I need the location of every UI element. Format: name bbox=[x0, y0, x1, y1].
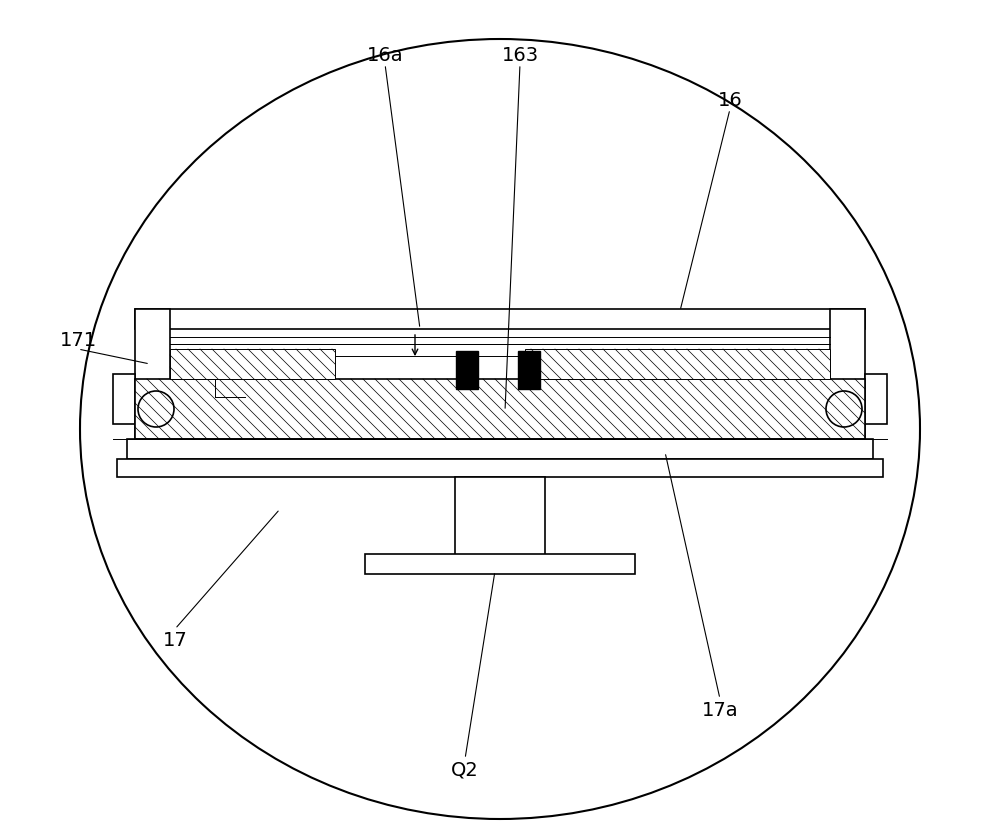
Bar bbox=[518, 352, 540, 390]
Text: 16a: 16a bbox=[367, 45, 403, 64]
Bar bbox=[113, 375, 135, 425]
Bar bbox=[127, 440, 873, 460]
Text: 171: 171 bbox=[59, 330, 97, 349]
Text: Q2: Q2 bbox=[451, 760, 479, 778]
Bar bbox=[365, 554, 635, 574]
Text: 16: 16 bbox=[718, 90, 742, 110]
Bar bbox=[135, 309, 865, 329]
Bar bbox=[135, 380, 865, 440]
Bar bbox=[525, 349, 830, 380]
Text: 163: 163 bbox=[501, 45, 539, 64]
Bar bbox=[117, 460, 883, 477]
Bar bbox=[135, 309, 170, 440]
Bar bbox=[170, 349, 335, 380]
Text: 17: 17 bbox=[163, 630, 187, 649]
Bar bbox=[830, 309, 865, 440]
Bar bbox=[455, 477, 545, 559]
Text: 17a: 17a bbox=[702, 700, 738, 719]
Bar bbox=[865, 375, 887, 425]
Bar bbox=[456, 352, 478, 390]
